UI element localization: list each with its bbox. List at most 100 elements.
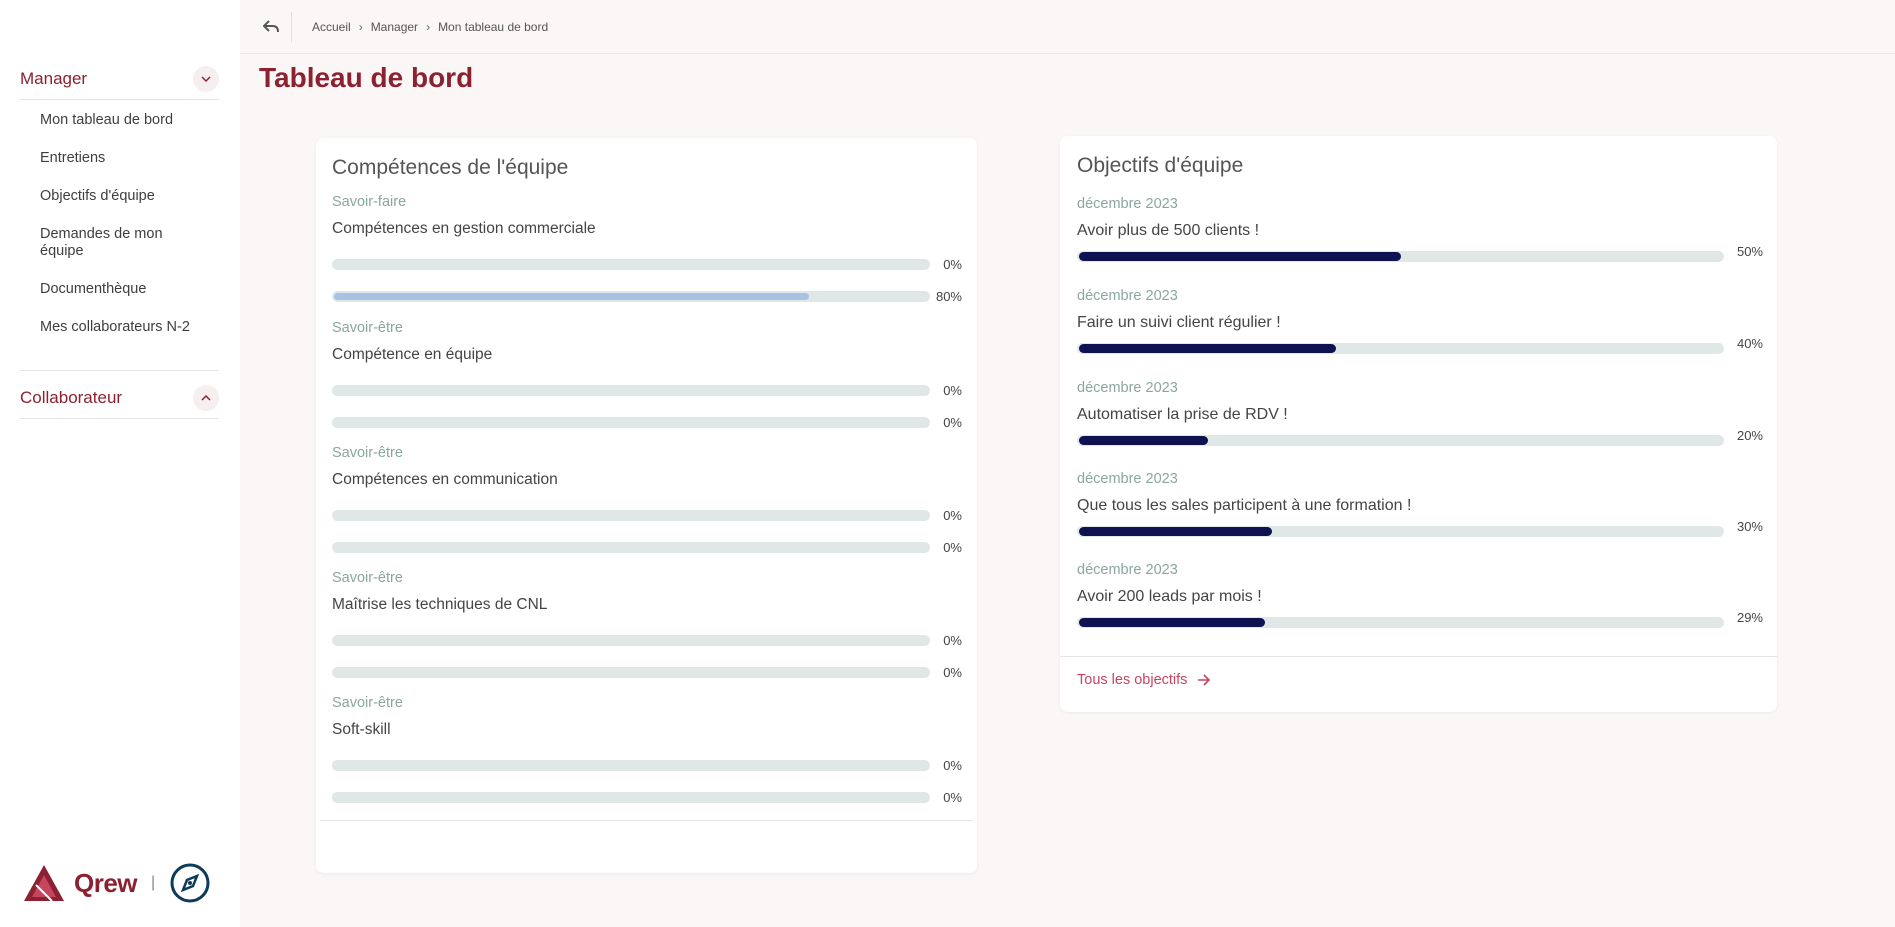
card-divider (1060, 656, 1777, 657)
skill-item: Savoir-être Compétences en communication 0… (332, 445, 962, 555)
team-skills-card: Compétences de l'équipe Savoir-faire Comp… (316, 138, 977, 873)
logo-separator: | (151, 874, 156, 891)
skill-name: Compétence en équipe (332, 346, 493, 363)
sidebar-item-objectifs-equipe[interactable]: Objectifs d'équipe (40, 188, 155, 204)
progress-track (332, 667, 930, 678)
progress-fill (1079, 344, 1337, 353)
progress-track (332, 760, 930, 771)
skill-category: Savoir-être (332, 570, 403, 586)
objective-item[interactable]: décembre 2023 Automatiser la prise de RDV… (1077, 380, 1763, 447)
progress-track (1077, 343, 1724, 354)
sidebar-section-title: Collaborateur (20, 387, 123, 407)
skill-progress-bar: 0% (332, 665, 962, 680)
back-button[interactable] (250, 11, 292, 42)
breadcrumb-accueil[interactable]: Accueil (312, 19, 351, 34)
sidebar-item-mon-tableau-de-bord[interactable]: Mon tableau de bord (40, 112, 174, 128)
skill-item: Savoir-faire Compétences en gestion comme… (332, 194, 962, 304)
progress-percent: 0% (943, 758, 962, 773)
qrew-triangle-logo-icon (24, 865, 64, 902)
progress-percent: 0% (943, 508, 962, 523)
objective-progress-bar: 30% (1077, 519, 1763, 538)
qrew-logo-text: Qrew (74, 867, 138, 898)
page-title: Tableau de bord (259, 62, 474, 93)
progress-percent: 0% (943, 383, 962, 398)
skill-name: Maîtrise les techniques de CNL (332, 596, 548, 613)
objective-name: Que tous les sales participent à une for… (1077, 497, 1412, 514)
objective-name: Avoir plus de 500 clients ! (1077, 222, 1260, 239)
team-objectives-card: Objectifs d'équipe décembre 2023 Avoir pl… (1060, 136, 1777, 712)
progress-track (332, 417, 930, 428)
objective-progress-bar: 40% (1077, 336, 1763, 355)
sidebar: Manager Mon tableau de bord Entretiens O… (0, 0, 240, 927)
progress-track (332, 542, 930, 553)
sidebar-section-title: Manager (20, 68, 88, 88)
arrow-right-icon (1198, 674, 1211, 686)
progress-percent: 20% (1736, 428, 1763, 443)
sidebar-item-entretiens[interactable]: Entretiens (40, 150, 106, 166)
objective-date: décembre 2023 (1077, 380, 1178, 396)
progress-track (1077, 251, 1724, 262)
progress-fill (1079, 252, 1401, 261)
skill-item: Savoir-être Soft-skill 0% 0% (332, 695, 962, 805)
objective-item[interactable]: décembre 2023 Que tous les sales particip… (1077, 471, 1763, 538)
chevron-down-icon[interactable] (193, 65, 219, 92)
objective-progress-bar: 50% (1077, 244, 1763, 263)
skill-progress-bar: 80% (332, 289, 962, 304)
objective-item[interactable]: décembre 2023 Avoir plus de 500 clients !… (1077, 196, 1763, 263)
progress-fill (1079, 436, 1208, 445)
breadcrumb-manager[interactable]: Manager (370, 19, 419, 34)
sidebar-section-collaborateur-header[interactable]: Collaborateur (20, 377, 219, 419)
skill-category: Savoir-être (332, 445, 403, 461)
sidebar-item-collaborateurs-n2[interactable]: Mes collaborateurs N-2 (40, 319, 190, 335)
skill-item: Savoir-être Compétence en équipe 0% 0% (332, 320, 962, 430)
sidebar-section-collaborateur: Collaborateur (20, 377, 219, 419)
skill-progress-bar: 0% (332, 633, 962, 648)
objective-date: décembre 2023 (1077, 562, 1178, 578)
progress-percent: 29% (1736, 610, 1763, 625)
progress-track (332, 385, 930, 396)
progress-fill (334, 293, 810, 300)
progress-percent: 0% (943, 633, 962, 648)
sidebar-section-manager: Manager Mon tableau de bord Entretiens O… (20, 58, 219, 371)
progress-percent: 40% (1736, 336, 1763, 351)
skill-category: Savoir-être (332, 320, 403, 336)
objective-name: Faire un suivi client régulier ! (1077, 314, 1281, 331)
skill-progress-bar: 0% (332, 540, 962, 555)
sidebar-item-demandes-equipe[interactable]: Demandes de mon équipe (40, 226, 163, 259)
skill-name: Compétences en gestion commerciale (332, 220, 596, 237)
breadcrumb-current: Mon tableau de bord (438, 19, 549, 34)
chevron-right-icon: › (358, 19, 363, 34)
skill-progress-bar: 0% (332, 790, 962, 805)
progress-track (332, 510, 930, 521)
card-title: Objectifs d'équipe (1077, 154, 1244, 177)
skill-progress-bar: 0% (332, 758, 962, 773)
objective-item[interactable]: décembre 2023 Faire un suivi client régul… (1077, 288, 1763, 355)
skill-progress-bar: 0% (332, 508, 962, 523)
skill-name: Compétences en communication (332, 471, 558, 488)
footer-logos: Qrew | (22, 862, 211, 904)
card-divider (320, 820, 973, 821)
objective-progress-bar: 29% (1077, 610, 1763, 629)
progress-track (1077, 526, 1724, 537)
progress-percent: 30% (1736, 519, 1763, 534)
skill-progress-bar: 0% (332, 257, 962, 272)
objective-date: décembre 2023 (1077, 196, 1178, 212)
all-objectives-label: Tous les objectifs (1077, 672, 1188, 688)
sidebar-item-documentheque[interactable]: Documenthèque (40, 281, 147, 297)
progress-track (332, 291, 930, 302)
sidebar-section-manager-header[interactable]: Manager (20, 58, 219, 100)
progress-fill (1079, 527, 1272, 536)
skill-name: Soft-skill (332, 721, 391, 738)
progress-track (1077, 617, 1724, 628)
skill-category: Savoir-être (332, 695, 403, 711)
skill-progress-bar: 0% (332, 415, 962, 430)
chevron-up-icon[interactable] (193, 384, 219, 411)
progress-track (1077, 435, 1724, 446)
objective-item[interactable]: décembre 2023 Avoir 200 leads par mois ! 2… (1077, 562, 1763, 629)
objective-name: Avoir 200 leads par mois ! (1077, 588, 1262, 605)
card-title: Compétences de l'équipe (332, 156, 569, 179)
progress-track (332, 792, 930, 803)
all-objectives-link[interactable]: Tous les objectifs (1077, 672, 1211, 688)
objective-name: Automatiser la prise de RDV ! (1077, 406, 1288, 423)
progress-percent: 0% (943, 257, 962, 272)
